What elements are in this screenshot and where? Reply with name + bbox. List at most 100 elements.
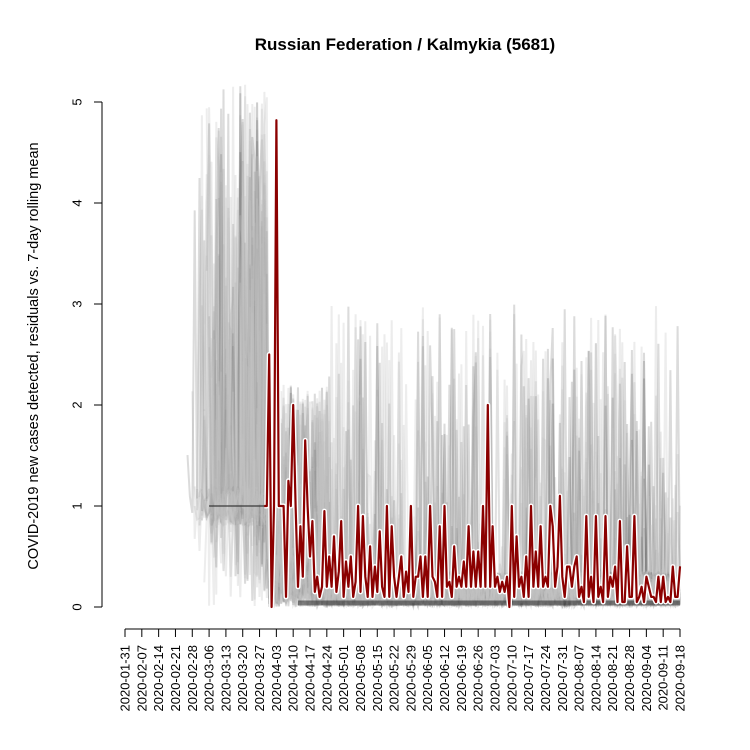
data-point [333,535,335,537]
data-point [271,606,273,608]
x-tick-label: 2020-04-03 [269,645,284,712]
data-point [340,520,342,522]
x-tick-label: 2020-07-10 [504,645,519,712]
x-tick-label: 2020-04-10 [286,645,301,712]
data-point [638,596,640,598]
data-point [597,596,599,598]
data-point [604,515,607,517]
data-point [540,525,542,527]
data-point [422,596,424,598]
data-point [443,505,446,507]
data-point [525,555,527,558]
data-point [458,576,460,578]
data-point [407,591,410,593]
data-point [528,596,530,598]
x-tick-label: 2020-09-11 [656,645,671,711]
data-point [544,576,547,578]
data-point [453,545,455,548]
data-point [576,555,578,558]
data-point [506,576,508,578]
data-point [631,596,633,598]
data-point [331,586,333,588]
data-point [364,576,366,578]
data-point [588,596,590,598]
data-point [456,586,458,588]
data-point [477,550,479,553]
data-point [451,596,453,598]
data-point [429,505,431,507]
data-point [482,505,484,507]
data-point [612,586,614,588]
data-point [592,601,595,603]
data-point [677,596,679,598]
data-point [431,576,434,578]
x-tick-label: 2020-07-24 [538,645,553,712]
data-point [547,586,549,588]
data-point [499,591,501,593]
data-point [633,515,636,517]
data-point [283,505,285,507]
data-point [400,555,402,558]
data-point [660,601,662,603]
data-point [412,596,414,598]
data-point [578,596,580,598]
data-point [335,591,337,593]
data-point [347,586,349,588]
data-point [492,525,494,527]
data-point [446,586,448,588]
data-point [556,566,559,568]
data-point [302,576,304,578]
data-point [419,555,422,558]
data-point [323,510,325,512]
data-point [480,586,482,588]
data-point [595,515,597,517]
data-point [280,505,282,507]
data-point [621,601,623,603]
data-point [410,505,412,507]
data-point [583,601,585,603]
data-point [427,596,429,598]
data-point [643,601,645,603]
data-point [619,520,621,522]
data-point [314,591,316,593]
series-line-0 [264,119,682,609]
data-point [292,404,294,406]
x-tick-label: 2020-03-27 [252,645,267,712]
data-point [386,505,388,507]
x-tick-label: 2020-05-08 [353,645,368,712]
data-point [580,586,583,588]
data-point [614,566,616,568]
data-point [568,566,571,568]
data-point [439,525,441,527]
data-point [672,566,674,568]
y-tick-label: 0 [69,603,84,610]
data-point [679,566,681,568]
data-point [624,601,626,603]
data-point [311,520,313,522]
data-point [626,545,628,548]
x-tick-label: 2020-01-31 [118,645,133,712]
data-point [669,601,672,603]
data-point [602,601,604,603]
data-point [571,586,573,588]
data-point [600,586,602,588]
data-point [448,581,450,583]
x-tick-label: 2020-05-01 [336,645,351,712]
chart-title: Russian Federation / Kalmykia (5681) [255,35,555,54]
data-point [287,480,289,482]
data-point [374,566,376,568]
data-point [655,601,657,603]
data-point [636,601,638,603]
data-point [328,555,330,558]
data-point [326,586,328,588]
y-tick-label: 2 [69,401,84,408]
data-point [395,596,398,598]
data-point [665,601,667,603]
data-point [415,576,417,578]
data-point [309,555,311,558]
x-tick-label: 2020-05-15 [370,645,385,712]
data-point [403,596,405,598]
data-point [508,606,510,608]
data-point [470,586,472,588]
